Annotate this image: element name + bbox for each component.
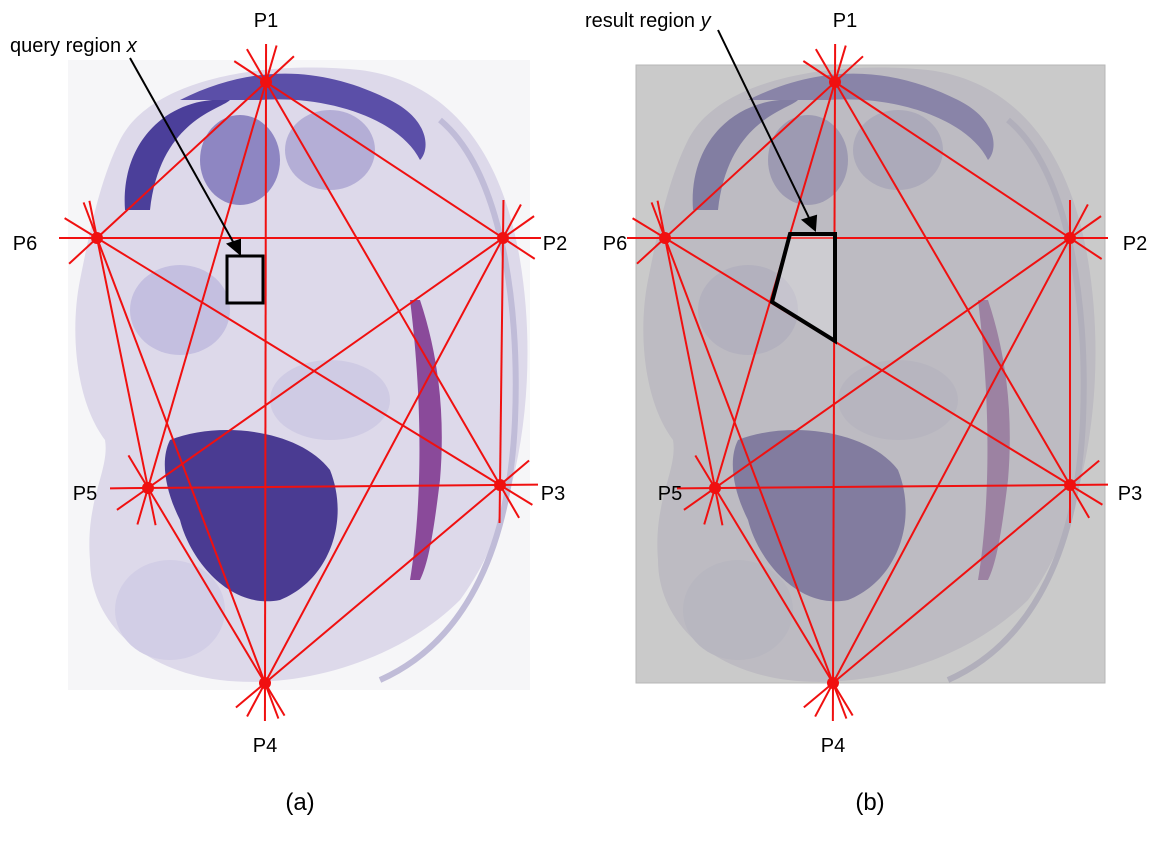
- panel-a: [68, 60, 530, 690]
- point-label: P1: [254, 10, 278, 32]
- point-label: P4: [821, 735, 845, 757]
- point: [1064, 232, 1076, 244]
- point: [829, 76, 841, 88]
- figure: query region x result region y (a) (b) P…: [0, 0, 1169, 844]
- point-label: P1: [833, 10, 857, 32]
- point: [494, 479, 506, 491]
- point-label: P5: [73, 483, 97, 505]
- tissue-image: [75, 68, 527, 682]
- point: [659, 232, 671, 244]
- red-line: [265, 44, 266, 721]
- caption: (b): [855, 789, 884, 816]
- point: [497, 232, 509, 244]
- point-label: P3: [541, 483, 565, 505]
- point-label: P3: [1118, 483, 1142, 505]
- point-label: P2: [543, 233, 567, 255]
- point-label: P4: [253, 735, 277, 757]
- point: [827, 677, 839, 689]
- point-label: P6: [603, 233, 627, 255]
- point: [259, 677, 271, 689]
- annotation: result region y: [585, 10, 712, 32]
- point-label: P2: [1123, 233, 1147, 255]
- overlay: [636, 65, 1105, 683]
- point: [260, 76, 272, 88]
- annotation: query region x: [10, 35, 138, 57]
- point-label: P5: [658, 483, 682, 505]
- caption: (a): [285, 789, 314, 816]
- panel-b: [636, 65, 1105, 683]
- point: [142, 482, 154, 494]
- point: [1064, 479, 1076, 491]
- point-label: P6: [13, 233, 37, 255]
- point: [91, 232, 103, 244]
- point: [709, 482, 721, 494]
